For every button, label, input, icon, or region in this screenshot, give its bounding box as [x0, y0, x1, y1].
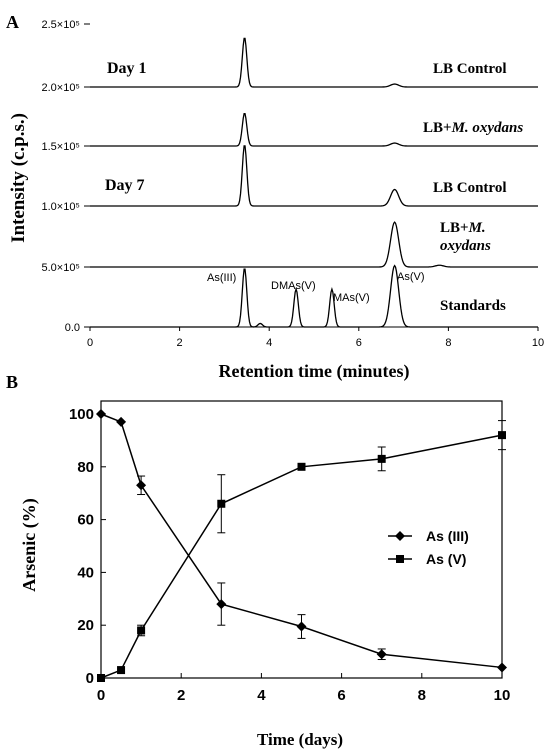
data-point-as-v: [498, 431, 506, 440]
trace-label-standards: Standards: [440, 298, 506, 314]
chromatogram-trace: [90, 112, 538, 147]
chromatogram-trace: [90, 221, 538, 268]
data-point-as-iii: [376, 649, 387, 660]
panel-a: A Intensity (c.p.s.) Retention time (min…: [6, 12, 544, 382]
panel-b-ylabel: Arsenic (%): [19, 498, 40, 591]
panel-a-xlabel: Retention time (minutes): [219, 361, 410, 382]
panel-b-xlabel: Time (days): [257, 730, 343, 749]
data-point-as-iii: [216, 599, 227, 610]
data-point-as-v: [297, 462, 306, 471]
panel-b-ytick-label: 20: [77, 617, 94, 634]
panel-a-traces: [90, 37, 538, 328]
panel-b-ytick-label: 0: [86, 670, 94, 687]
panel-b-xticks: 0 2 4 6 8 10: [97, 673, 511, 704]
panel-b: B Arsenic (%) Time (days) 0 2 4 6 8 10 0 20 40 6…: [6, 372, 510, 749]
data-point-as-v: [217, 499, 226, 508]
group-label-day-7: Day 7: [105, 177, 145, 194]
panel-b-ytick-label: 100: [69, 406, 94, 423]
peak-label-as-iii: As(III): [207, 272, 236, 284]
panel-a-ytick-label: 2.5×10⁵: [41, 19, 80, 31]
panel-b-legend: As (III) As (V): [388, 528, 469, 567]
group-label-day-1: Day 1: [107, 60, 147, 77]
panel-b-ytick-label: 60: [77, 512, 94, 529]
panel-a-xtick-label: 4: [266, 337, 272, 349]
panel-b-series: [96, 409, 507, 682]
panel-a-xtick-label: 2: [177, 337, 183, 349]
panel-a-xtick-label: 6: [356, 337, 362, 349]
data-point-as-v: [377, 454, 386, 463]
panel-b-yticks: 0 20 40 60 80 100: [69, 406, 106, 687]
panel-b-xtick-label: 6: [337, 687, 345, 704]
panel-b-letter: B: [6, 372, 18, 392]
panel-a-yticks: 0.0 5.0×10⁵ 1.0×10⁵ 1.5×10⁵ 2.0×10⁵ 2.5×10⁵: [41, 19, 90, 334]
panel-b-xtick-label: 4: [257, 687, 266, 704]
legend-label-as-v: As (V): [426, 551, 466, 567]
panel-b-xtick-label: 2: [177, 687, 185, 704]
legend-diamond-marker: [395, 531, 405, 541]
data-point-as-v: [117, 666, 126, 675]
peak-label-mas-v: MAs(V): [333, 292, 370, 304]
trace-label-lb-oxydans-day7-line1: LB+M.: [440, 220, 486, 236]
panel-a-letter: A: [6, 12, 19, 32]
data-point-as-iii: [296, 621, 307, 632]
panel-a-ytick-label: 1.0×10⁵: [41, 201, 80, 213]
peak-label-as-v: As(V): [397, 271, 425, 283]
panel-b-xtick-label: 10: [494, 687, 511, 704]
peak-label-dmas-v: DMAs(V): [271, 280, 316, 292]
legend-label-as-iii: As (III): [426, 528, 469, 544]
panel-a-xtick-label: 0: [87, 337, 93, 349]
panel-b-ytick-label: 40: [77, 564, 94, 581]
panel-b-ytick-label: 80: [77, 459, 94, 476]
data-point-as-iii: [136, 480, 147, 491]
panel-a-xtick-label: 10: [532, 337, 544, 349]
panel-b-xtick-label: 0: [97, 687, 105, 704]
trace-label-lb-oxydans-day1: LB+M. oxydans: [423, 120, 523, 136]
chromatogram-trace: [90, 37, 538, 88]
data-point-as-v: [137, 626, 146, 635]
data-point-as-iii: [116, 416, 127, 427]
data-point-as-iii: [497, 662, 507, 673]
trace-label-lb-oxydans-day7-line2: oxydans: [440, 238, 491, 254]
legend-square-marker: [396, 555, 404, 563]
data-point-as-v: [97, 674, 105, 682]
panel-a-xticks: 0 2 4 6 8 10: [87, 327, 544, 349]
chromatogram-trace: [90, 264, 538, 328]
trace-label-lb-control-day7: LB Control: [433, 180, 506, 196]
chromatogram-trace: [90, 145, 538, 207]
panel-b-plot-frame: [100, 400, 503, 679]
panel-a-ytick-label: 0.0: [65, 322, 80, 334]
trace-label-lb-control-day1: LB Control: [433, 61, 506, 77]
panel-a-xtick-label: 8: [445, 337, 451, 349]
panel-a-ytick-label: 2.0×10⁵: [41, 82, 80, 94]
data-point-as-iii: [96, 409, 106, 419]
panel-a-ytick-label: 5.0×10⁵: [41, 262, 80, 274]
panel-a-ytick-label: 1.5×10⁵: [41, 141, 80, 153]
panel-b-xtick-label: 8: [418, 687, 426, 704]
panel-a-ylabel: Intensity (c.p.s.): [8, 113, 29, 243]
